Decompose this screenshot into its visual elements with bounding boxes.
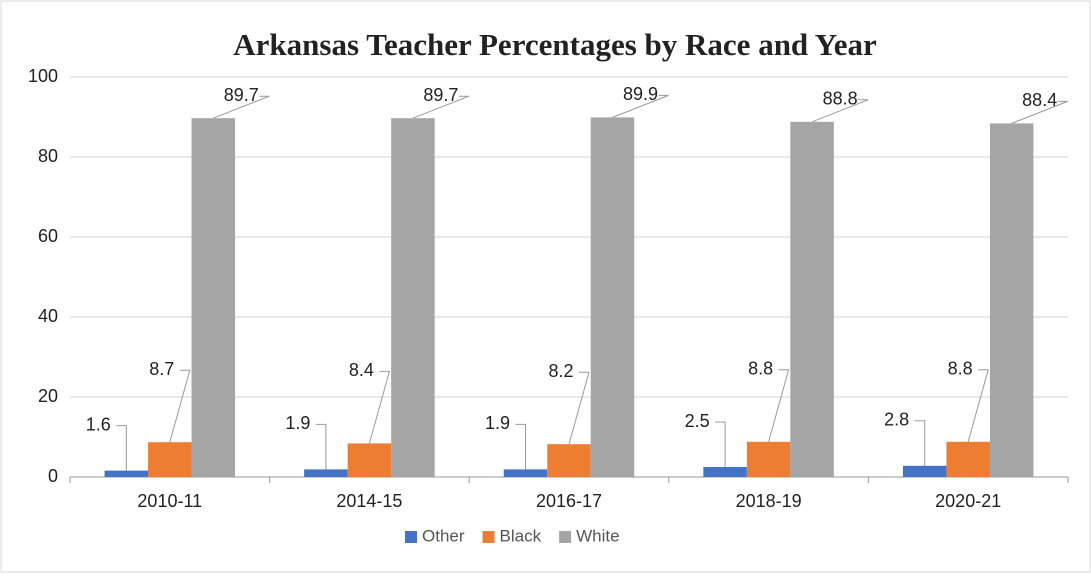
legend-label: White (576, 526, 619, 545)
data-label: 2.5 (685, 411, 710, 431)
leader-line (315, 423, 327, 470)
bar (946, 441, 990, 477)
leader-line (169, 369, 191, 443)
leader-line (515, 423, 526, 470)
legend-swatch (405, 531, 417, 543)
data-label: 1.9 (485, 413, 510, 433)
leader-line (116, 425, 127, 471)
y-tick-label: 60 (38, 226, 58, 246)
bar (391, 118, 435, 477)
leader-line (768, 369, 790, 442)
leader-line (213, 95, 270, 119)
leader-line (368, 370, 391, 444)
data-label: 8.8 (748, 359, 773, 379)
bar (104, 470, 149, 477)
bar (347, 443, 392, 477)
data-label: 8.4 (349, 360, 374, 380)
leader-line (914, 420, 926, 466)
bar (503, 469, 548, 477)
x-tick-label: 2016-17 (536, 491, 602, 511)
data-label: 88.8 (823, 89, 858, 109)
data-label: 89.7 (423, 85, 458, 105)
y-tick-label: 80 (38, 146, 58, 166)
data-label: 88.4 (1022, 90, 1057, 110)
data-label: 8.7 (149, 359, 174, 379)
data-label: 1.6 (86, 414, 111, 434)
y-tick-label: 20 (38, 386, 58, 406)
legend-label: Black (500, 526, 542, 545)
leader-line (568, 371, 590, 445)
bar (191, 118, 236, 477)
x-tick-label: 2018-19 (736, 491, 802, 511)
legend-swatch (559, 531, 572, 543)
x-tick-label: 2010-11 (137, 491, 202, 511)
y-tick-label: 40 (38, 306, 58, 326)
leader-line (811, 99, 869, 123)
x-tick-label: 2020-21 (935, 491, 1001, 511)
data-label: 89.7 (224, 85, 259, 105)
bar (790, 121, 834, 478)
bar (746, 441, 791, 477)
legend-swatch (482, 531, 495, 543)
chart-title: Arkansas Teacher Percentages by Race and… (233, 27, 877, 62)
bar (590, 117, 635, 478)
legend-label: Other (422, 526, 465, 545)
data-label: 89.9 (623, 84, 658, 104)
data-label: 2.8 (884, 410, 909, 430)
bar (304, 469, 348, 477)
data-label: 1.9 (285, 413, 310, 433)
bar (989, 123, 1034, 478)
leader-line (967, 369, 989, 442)
leader-line (612, 94, 669, 118)
data-label: 8.2 (548, 361, 573, 381)
x-tick-label: 2014-15 (336, 491, 402, 511)
y-tick-label: 100 (28, 66, 58, 86)
leader-line (412, 95, 470, 119)
y-tick-label: 0 (48, 466, 58, 486)
bar (902, 465, 947, 477)
bar (547, 444, 591, 477)
data-label: 8.8 (948, 359, 973, 379)
bar (703, 467, 747, 477)
bar (148, 442, 192, 477)
leader-line (1011, 100, 1068, 124)
leader-line (715, 421, 726, 467)
